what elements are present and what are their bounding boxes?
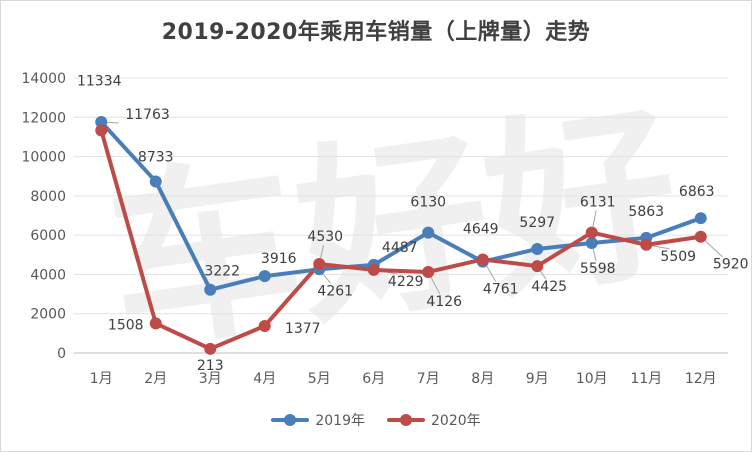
y-tick-label: 0 bbox=[57, 346, 66, 362]
point-2019年-7月 bbox=[422, 226, 435, 239]
legend-swatch-2019 bbox=[271, 414, 310, 426]
point-2020年-1月 bbox=[95, 124, 108, 137]
data-label-2019年-1月: 11763 bbox=[125, 107, 170, 123]
point-2020年-3月 bbox=[204, 342, 217, 355]
point-2020年-11月 bbox=[640, 238, 653, 251]
point-2019年-10月 bbox=[585, 237, 598, 250]
data-labels: 11763 8733 3222 3916 4261 4487 6130 4649 5297 559… bbox=[77, 73, 749, 373]
data-label-2020年-6月: 4229 bbox=[388, 274, 424, 290]
legend-label-2019: 2019年 bbox=[315, 413, 365, 429]
x-tick-label: 4月 bbox=[253, 371, 276, 387]
point-2019年-3月 bbox=[204, 283, 217, 296]
data-label-2019年-7月: 6130 bbox=[410, 195, 446, 211]
legend-item-2019: 2019年 bbox=[271, 410, 365, 430]
data-label-2020年-7月: 4126 bbox=[426, 294, 462, 310]
x-tick-label: 1月 bbox=[90, 371, 113, 387]
x-tick-label: 8月 bbox=[471, 371, 494, 387]
x-tick-label: 3月 bbox=[199, 371, 222, 387]
data-label-2020年-12月: 5920 bbox=[713, 257, 749, 273]
x-tick-label: 9月 bbox=[526, 371, 549, 387]
data-label-2019年-4月: 3916 bbox=[261, 251, 297, 267]
data-label-2019年-6月: 4487 bbox=[382, 240, 418, 256]
legend: 2019年 2020年 bbox=[0, 410, 752, 430]
y-tick-label: 2000 bbox=[30, 307, 66, 323]
data-label-2019年-2月: 8733 bbox=[138, 149, 174, 165]
series-layer bbox=[95, 115, 707, 355]
data-label-2020年-1月: 11334 bbox=[77, 73, 122, 89]
legend-label-2020: 2020年 bbox=[431, 413, 481, 429]
data-label-2020年-5月: 4530 bbox=[307, 229, 343, 245]
data-label-2019年-8月: 4649 bbox=[463, 222, 499, 238]
point-2020年-10月 bbox=[585, 226, 598, 239]
chart-title: 2019-2020年乘用车销量（上牌量）走势 bbox=[161, 20, 591, 45]
point-2020年-9月 bbox=[531, 260, 544, 273]
point-2020年-5月 bbox=[313, 258, 326, 271]
point-2020年-2月 bbox=[149, 317, 162, 330]
x-tick-label: 6月 bbox=[362, 371, 385, 387]
series-line-2019年 bbox=[99, 119, 703, 292]
data-label-2019年-3月: 3222 bbox=[204, 264, 240, 280]
y-tick-label: 8000 bbox=[30, 189, 66, 205]
y-tick-label: 6000 bbox=[30, 228, 66, 244]
x-tick-label: 12月 bbox=[685, 371, 717, 387]
data-label-2020年-11月: 5509 bbox=[660, 249, 696, 265]
data-label-2019年-10月: 5598 bbox=[580, 261, 616, 277]
data-label-2020年-10月: 6131 bbox=[580, 195, 616, 211]
data-label-2019年-9月: 5297 bbox=[519, 215, 555, 231]
y-tick-label: 4000 bbox=[30, 267, 66, 283]
y-tick-label: 14000 bbox=[21, 71, 66, 87]
x-tick-label: 10月 bbox=[576, 371, 608, 387]
point-2020年-8月 bbox=[476, 253, 489, 266]
data-label-2019年-11月: 5863 bbox=[628, 204, 664, 220]
point-2019年-1月 bbox=[95, 115, 108, 128]
point-2019年-9月 bbox=[531, 242, 544, 255]
x-tick-label: 11月 bbox=[630, 371, 662, 387]
data-label-2020年-4月: 1377 bbox=[285, 321, 321, 337]
point-2020年-7月 bbox=[422, 265, 435, 278]
x-tick-label: 5月 bbox=[308, 371, 331, 387]
series-line-2020年 bbox=[99, 128, 703, 351]
y-tick-label: 10000 bbox=[21, 150, 66, 166]
data-label-2020年-8月: 4761 bbox=[483, 281, 519, 297]
legend-item-2020: 2020年 bbox=[387, 410, 481, 430]
data-label-2020年-9月: 4425 bbox=[531, 279, 567, 295]
point-2019年-2月 bbox=[149, 175, 162, 188]
x-axis: 1月 2月 3月 4月 5月 6月 7月 8月 9月 10月 11月 12月 bbox=[90, 371, 717, 387]
point-2020年-6月 bbox=[367, 263, 380, 276]
x-tick-label: 2月 bbox=[144, 371, 167, 387]
point-2020年-12月 bbox=[694, 230, 707, 243]
legend-swatch-2020 bbox=[387, 414, 425, 426]
point-2019年-4月 bbox=[258, 270, 271, 283]
y-tick-label: 12000 bbox=[21, 110, 66, 126]
data-label-2019年-12月: 6863 bbox=[679, 184, 715, 200]
point-2020年-4月 bbox=[258, 319, 271, 332]
point-2019年-12月 bbox=[694, 212, 707, 225]
data-label-2020年-3月: 213 bbox=[197, 358, 224, 374]
x-tick-label: 7月 bbox=[417, 371, 440, 387]
data-label-2020年-2月: 1508 bbox=[108, 317, 144, 333]
data-label-2019年-5月: 4261 bbox=[317, 283, 353, 299]
y-axis: 0 2000 4000 6000 8000 10000 12000 14000 bbox=[21, 71, 66, 362]
